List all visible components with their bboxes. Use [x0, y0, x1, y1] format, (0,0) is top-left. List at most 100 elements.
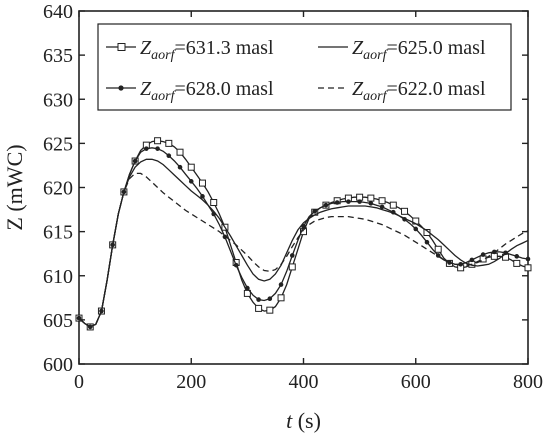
data-point-square: [198, 179, 206, 187]
x-axis-label-unit: (s): [292, 408, 321, 433]
x-tick-label: 800: [513, 371, 543, 393]
legend-label-variable: Z: [352, 37, 364, 59]
series-1: [75, 137, 532, 331]
data-point-square: [524, 264, 532, 272]
data-point-dot: [413, 226, 419, 232]
legend-label-value: =625.0 masl: [386, 37, 485, 59]
x-tick-label: 200: [176, 371, 206, 393]
legend-label-subscript: aorf: [151, 48, 176, 63]
legend-entry-2: Zaorf=625.0 masl: [318, 37, 486, 63]
y-tick-label: 625: [43, 133, 73, 155]
legend: Zaorf=631.3 masl Zaorf=625.0 maslZaorf=62…: [97, 23, 512, 111]
data-point-square: [389, 201, 397, 209]
y-tick-label: 635: [43, 45, 73, 67]
data-point-square: [154, 137, 162, 145]
y-tick-label: 610: [43, 266, 73, 288]
y-tick-label: 605: [43, 310, 73, 332]
series-layer: [75, 137, 532, 331]
legend-label-value: =622.0 masl: [386, 78, 485, 100]
data-point-square: [434, 245, 442, 253]
legend-label-variable: Z: [140, 37, 152, 59]
series-4: [78, 172, 529, 328]
data-point-dot: [469, 257, 475, 263]
legend-label-variable: Z: [352, 78, 364, 100]
legend-entry-1: Zaorf=631.3 masl: [106, 37, 274, 63]
data-point-dot: [334, 200, 340, 205]
x-tick-label: 400: [289, 371, 319, 393]
y-tick-label: 640: [43, 1, 73, 23]
data-point-dot: [368, 201, 374, 206]
legend-marker-dot: [118, 85, 124, 91]
data-point-dot: [525, 256, 531, 262]
data-point-square: [277, 294, 285, 302]
data-point-dot: [245, 285, 250, 291]
data-point-square: [266, 306, 274, 314]
data-point-square: [367, 194, 375, 202]
data-point-dot: [233, 262, 239, 268]
legend-label: Zaorf=631.3 masl: [140, 37, 274, 63]
data-point-dot: [155, 146, 160, 151]
data-point-dot: [188, 179, 194, 184]
data-point-dot: [256, 297, 261, 302]
legend-entry-4: Zaorf=622.0 masl: [318, 78, 486, 104]
series-2: [78, 158, 529, 328]
x-tick-label: 600: [401, 371, 431, 393]
legend-box: [97, 23, 512, 111]
data-point-dot: [166, 153, 172, 159]
data-point-dot: [357, 199, 362, 204]
x-axis-label: t (s): [286, 408, 321, 433]
series-3: [76, 146, 531, 330]
data-point-square: [210, 199, 218, 207]
data-point-dot: [211, 211, 216, 217]
y-tick-label: 600: [43, 354, 73, 376]
data-point-square: [176, 148, 184, 156]
data-point-dot: [379, 204, 385, 210]
legend-label-subscript: aorf: [363, 48, 388, 63]
data-point-dot: [278, 282, 284, 287]
data-point-dot: [424, 239, 430, 245]
x-tick-label: 0: [74, 371, 84, 393]
data-point-dot: [391, 209, 396, 215]
data-point-dot: [402, 216, 407, 222]
legend-label-subscript: aorf: [363, 89, 388, 104]
data-point-square: [255, 304, 263, 312]
data-point-dot: [144, 146, 149, 151]
data-point-dot: [222, 234, 228, 240]
data-point-dot: [514, 254, 520, 259]
data-point-dot: [458, 261, 463, 267]
data-point-dot: [267, 296, 273, 301]
legend-label-subscript: aorf: [151, 89, 176, 104]
data-point-square: [187, 163, 195, 171]
data-point-dot: [323, 202, 329, 208]
data-point-dot: [177, 164, 183, 170]
series-line: [78, 147, 529, 328]
data-point-dot: [480, 252, 486, 257]
data-point-dot: [200, 194, 205, 199]
data-point-dot: [503, 250, 508, 256]
y-tick-label: 630: [43, 89, 73, 111]
series-line: [78, 158, 529, 328]
legend-entry-3: Zaorf=628.0 masl: [106, 78, 274, 104]
legend-label-value: =631.3 masl: [174, 37, 273, 59]
plot-area: 0 200 400 600 800 600 605 610 615 620 625 630 635 640: [43, 1, 543, 393]
data-point-dot: [289, 253, 295, 258]
legend-label-value: =628.0 masl: [174, 78, 273, 100]
legend-label: Zaorf=622.0 masl: [352, 78, 486, 104]
data-point-dot: [492, 249, 497, 255]
legend-label: Zaorf=628.0 masl: [140, 78, 274, 104]
data-point-dot: [132, 158, 138, 164]
data-point-dot: [121, 189, 127, 195]
data-point-square: [356, 193, 364, 201]
data-point-square: [288, 263, 296, 271]
y-axis-label: Z (mWC): [2, 144, 27, 230]
data-point-dot: [346, 199, 351, 204]
y-tick-label: 620: [43, 178, 73, 200]
data-point-dot: [301, 224, 306, 229]
legend-marker-square: [117, 43, 126, 51]
legend-label: Zaorf=625.0 masl: [352, 37, 486, 63]
series-line: [78, 172, 529, 328]
y-tick-label: 615: [43, 222, 73, 244]
data-point-square: [513, 259, 521, 267]
legend-label-variable: Z: [140, 78, 152, 100]
